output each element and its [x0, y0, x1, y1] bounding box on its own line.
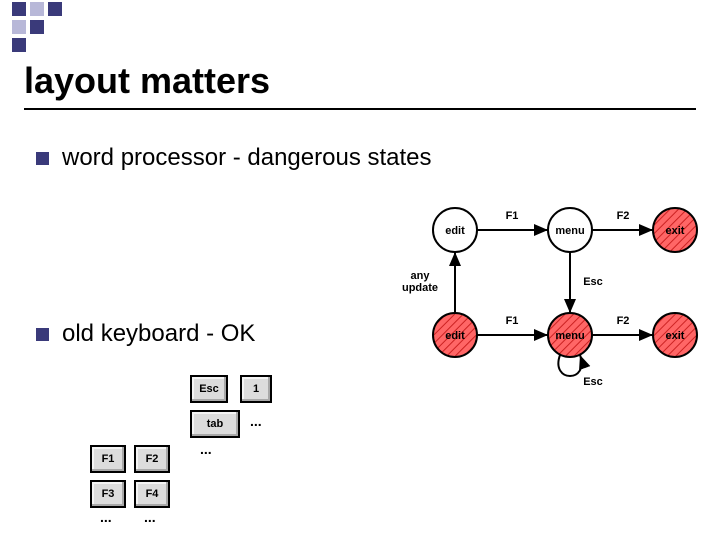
bullet-2-text: old keyboard - OK	[62, 320, 255, 348]
edge-label-f1-bot: F1	[506, 315, 519, 327]
key-tab: tab	[190, 410, 240, 438]
node-exit-bot-label: exit	[666, 330, 685, 342]
ellipsis: ...	[200, 441, 212, 457]
edge-label-f2-bot: F2	[617, 315, 630, 327]
edge-label-any: anyupdate	[402, 270, 438, 294]
key-esc: Esc	[190, 375, 228, 403]
slide-title: layout matters	[24, 60, 270, 102]
key-f3: F3	[90, 480, 126, 508]
keyboard-diagram: Esc 1 tab ... ... F1 F2 F3 F4 ... ...	[90, 375, 350, 525]
key-f4: F4	[134, 480, 170, 508]
edge-label-f1-top: F1	[506, 210, 519, 222]
title-divider	[24, 108, 696, 110]
key-f1: F1	[90, 445, 126, 473]
ellipsis: ...	[250, 413, 262, 429]
corner-decor	[0, 0, 80, 60]
ellipsis: ...	[100, 509, 112, 525]
edge-label-esc-loop: Esc	[583, 376, 603, 388]
node-edit-bot-label: edit	[445, 330, 465, 342]
key-1: 1	[240, 375, 272, 403]
bullet-1-text: word processor - dangerous states	[62, 144, 432, 172]
key-f2: F2	[134, 445, 170, 473]
node-menu-top-label: menu	[555, 225, 584, 237]
node-menu-bot-label: menu	[555, 330, 584, 342]
edge-label-f2-top: F2	[617, 210, 630, 222]
edge-label-esc: Esc	[583, 276, 603, 288]
node-exit-top-label: exit	[666, 225, 685, 237]
node-edit-top-label: edit	[445, 225, 465, 237]
state-diagram: F1 F2 F1 F2 anyupdate Esc Esc edit menu …	[395, 195, 715, 405]
bullet-icon	[36, 152, 49, 165]
bullet-icon	[36, 328, 49, 341]
ellipsis: ...	[144, 509, 156, 525]
